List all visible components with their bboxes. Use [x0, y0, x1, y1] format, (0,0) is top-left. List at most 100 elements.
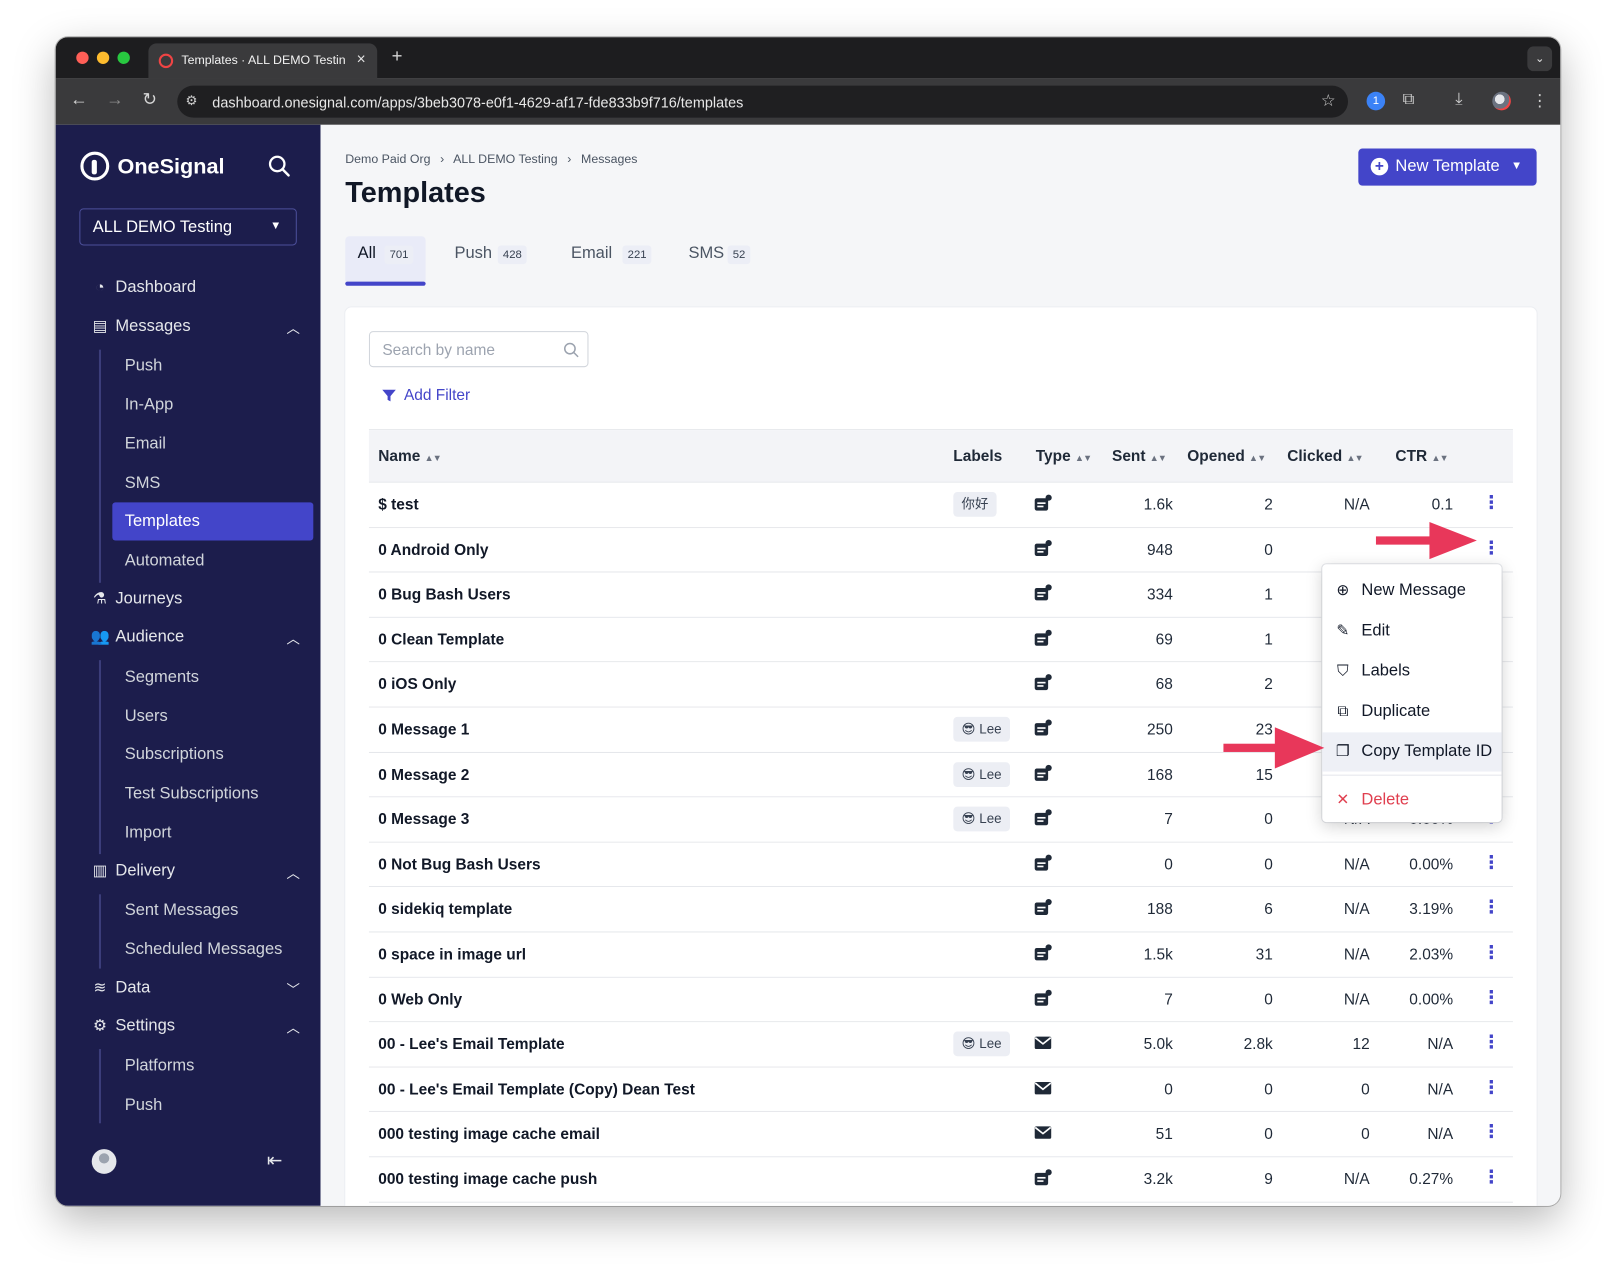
table-row[interactable]: 0 Web Only 7 0 N/A 0.00% ⋮: [368, 977, 1513, 1023]
sidebar-item-sms[interactable]: SMS: [112, 464, 313, 502]
sidebar-item-import[interactable]: Import: [112, 814, 313, 852]
template-name[interactable]: $ test: [378, 496, 419, 514]
kebab-menu-icon[interactable]: ⋮: [1482, 536, 1501, 558]
sidebar-item-users[interactable]: Users: [112, 697, 313, 735]
caret-down-icon[interactable]: ▼: [1510, 159, 1523, 173]
sidebar-item-email[interactable]: Email: [112, 425, 313, 463]
template-name[interactable]: 0 Android Only: [378, 541, 489, 559]
sidebar-item-platforms[interactable]: Platforms: [112, 1047, 313, 1085]
sort-icon[interactable]: ▲▼: [1248, 452, 1266, 464]
column-header-clicked[interactable]: Clicked ▲▼: [1287, 448, 1363, 466]
column-header-sent[interactable]: Sent ▲▼: [1112, 448, 1167, 466]
template-name[interactable]: 0 Message 2: [378, 765, 470, 784]
label-chip[interactable]: 😎 Lee: [953, 761, 1010, 787]
search-input[interactable]: Search by name: [368, 331, 589, 368]
template-name[interactable]: 0 Bug Bash Users: [378, 586, 511, 604]
template-name[interactable]: 0 Web Only: [378, 990, 463, 1009]
address-bar-url[interactable]: dashboard.onesignal.com/apps/3beb3078-e0…: [212, 93, 744, 111]
new-template-button[interactable]: + New Template ▼: [1358, 148, 1537, 186]
password-manager-icon[interactable]: 1: [1366, 91, 1386, 111]
label-chip[interactable]: 你好: [953, 492, 997, 517]
sidebar-item-scheduled-messages[interactable]: Scheduled Messages: [112, 930, 313, 968]
template-name[interactable]: 0 Clean Template: [378, 631, 505, 649]
breadcrumb-app[interactable]: ALL DEMO Testing: [453, 151, 558, 167]
kebab-menu-icon[interactable]: ⋮: [1482, 1121, 1501, 1143]
sidebar-item-settings[interactable]: ⚙ Settings ︿: [56, 1008, 321, 1045]
table-row[interactable]: 0 space in image url 1.5k 31 N/A 2.03% ⋮: [368, 932, 1513, 978]
kebab-menu-icon[interactable]: ⋮: [1482, 1031, 1501, 1053]
sidebar-item-audience[interactable]: 👥 Audience ︿: [56, 619, 321, 656]
column-header-type[interactable]: Type ▲▼: [1036, 448, 1092, 466]
kebab-menu-icon[interactable]: ⋮: [1482, 986, 1501, 1008]
forward-arrow-icon[interactable]: →: [106, 89, 124, 110]
user-avatar[interactable]: [91, 1149, 117, 1174]
template-name[interactable]: 0 iOS Only: [378, 676, 457, 694]
tab-close-icon[interactable]: ×: [356, 50, 366, 69]
table-row[interactable]: $ test 你好 1.6k 2 N/A 0.1 ⋮: [368, 482, 1513, 528]
sidebar-item-sent-messages[interactable]: Sent Messages: [112, 891, 313, 929]
sort-icon[interactable]: ▲▼: [1074, 452, 1092, 464]
sidebar-item-dashboard[interactable]: ◔ Dashboard: [56, 269, 321, 306]
column-header-opened[interactable]: Opened ▲▼: [1187, 448, 1266, 466]
sidebar-item-automated[interactable]: Automated: [112, 542, 313, 580]
menu-item-delete[interactable]: ✕ Delete: [1322, 781, 1501, 820]
sidebar-item-push[interactable]: Push: [112, 347, 313, 385]
kebab-menu-icon[interactable]: ⋮: [1482, 1166, 1501, 1188]
sidebar-item-test-subscriptions[interactable]: Test Subscriptions: [112, 775, 313, 813]
table-row[interactable]: 0 sidekiq template 188 6 N/A 3.19% ⋮: [368, 887, 1513, 933]
browser-menu-icon[interactable]: ⋮: [1531, 92, 1548, 111]
kebab-menu-icon[interactable]: ⋮: [1482, 492, 1501, 513]
chevron-down-icon[interactable]: ﹀: [286, 981, 300, 998]
label-chip[interactable]: 😎 Lee: [953, 1031, 1010, 1057]
extensions-icon[interactable]: ⧉: [1402, 90, 1415, 109]
table-row[interactable]: 00 - Lee's Email Template (Copy) Dean Te…: [368, 1067, 1513, 1113]
template-name[interactable]: 0 Not Bug Bash Users: [378, 855, 541, 874]
sidebar-item-subscriptions[interactable]: Subscriptions: [112, 735, 313, 773]
tab-email[interactable]: Email 221: [559, 236, 662, 283]
kebab-menu-icon[interactable]: ⋮: [1482, 851, 1501, 873]
sidebar-item-templates[interactable]: Templates: [112, 502, 314, 541]
sidebar-item-data[interactable]: ≋ Data ﹀: [56, 970, 321, 1007]
template-name[interactable]: 000 testing image cache push: [378, 1170, 598, 1189]
bookmark-star-icon[interactable]: ☆: [1320, 92, 1336, 111]
template-name[interactable]: 0 Message 3: [378, 810, 470, 829]
menu-item-duplicate[interactable]: ⧉ Duplicate: [1322, 692, 1501, 731]
tab-all[interactable]: All 701: [345, 236, 426, 286]
browser-tab-active[interactable]: Templates · ALL DEMO Testin ×: [148, 43, 378, 79]
chevron-up-icon[interactable]: ︿: [286, 631, 300, 647]
reload-icon[interactable]: ↻: [142, 89, 157, 110]
table-row[interactable]: 000 testing image cache push 3.2k 9 N/A 0.27…: [368, 1157, 1513, 1203]
template-name[interactable]: 00 - Lee's Email Template: [378, 1035, 565, 1054]
app-selector[interactable]: ALL DEMO Testing ▼: [79, 208, 297, 246]
column-header-name[interactable]: Name ▲▼: [378, 448, 442, 466]
chevron-up-icon[interactable]: ︿: [286, 865, 300, 881]
site-settings-icon[interactable]: ⚙: [185, 92, 198, 109]
sort-icon[interactable]: ▲▼: [1149, 452, 1167, 464]
sidebar-item-delivery[interactable]: ▥ Delivery ︿: [56, 853, 321, 890]
chevron-up-icon[interactable]: ︿: [286, 320, 300, 337]
menu-item-copy-template-id[interactable]: ❐ Copy Template ID: [1322, 732, 1502, 772]
window-close-button[interactable]: [76, 51, 89, 64]
breadcrumb-messages[interactable]: Messages: [581, 151, 638, 167]
sidebar-item-settings-push[interactable]: Push: [112, 1086, 313, 1124]
search-icon[interactable]: [267, 154, 292, 179]
table-row[interactable]: 0 Not Bug Bash Users 0 0 N/A 0.00% ⋮: [368, 842, 1513, 888]
profile-avatar-icon[interactable]: [1492, 91, 1511, 111]
template-name[interactable]: 00 - Lee's Email Template (Copy) Dean Te…: [378, 1080, 695, 1099]
label-chip[interactable]: 😎 Lee: [953, 806, 1010, 832]
sort-icon[interactable]: ▲▼: [1431, 452, 1448, 464]
tab-sms[interactable]: SMS 52: [676, 236, 769, 283]
sidebar-item-journeys[interactable]: ⚗ Journeys: [56, 581, 321, 618]
template-name[interactable]: 0 sidekiq template: [378, 900, 513, 919]
template-name[interactable]: 000 testing image cache email: [378, 1125, 600, 1144]
window-minimize-button[interactable]: [96, 51, 110, 64]
sidebar-item-messages[interactable]: ▤ Messages ︿: [56, 308, 321, 345]
template-name[interactable]: 0 Message 1: [378, 720, 470, 739]
kebab-menu-icon[interactable]: ⋮: [1482, 896, 1501, 918]
address-bar[interactable]: ⚙ dashboard.onesignal.com/apps/3beb3078-…: [177, 85, 1349, 118]
sidebar-item-segments[interactable]: Segments: [112, 658, 313, 696]
breadcrumb-org[interactable]: Demo Paid Org: [345, 151, 431, 167]
chevron-up-icon[interactable]: ︿: [286, 1020, 300, 1036]
window-maximize-button[interactable]: [117, 51, 130, 64]
template-name[interactable]: 0 space in image url: [378, 945, 527, 964]
